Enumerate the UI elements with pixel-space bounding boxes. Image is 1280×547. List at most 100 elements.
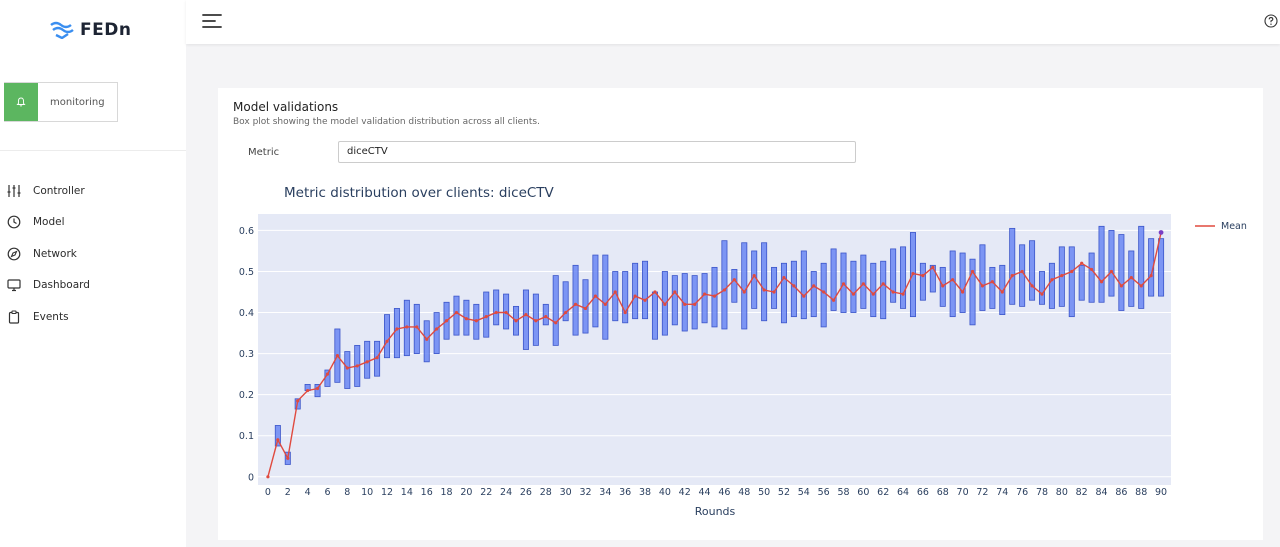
box bbox=[324, 369, 331, 387]
x-tick-label: 60 bbox=[857, 487, 869, 498]
box bbox=[671, 275, 678, 326]
hamburger-icon[interactable] bbox=[202, 12, 222, 30]
help-icon[interactable] bbox=[1264, 14, 1278, 28]
x-tick-label: 88 bbox=[1135, 487, 1147, 498]
sidebar-item-events[interactable]: Events bbox=[7, 301, 90, 333]
mean-point bbox=[504, 310, 508, 315]
mean-point bbox=[951, 278, 955, 282]
mean-point bbox=[514, 319, 518, 323]
mean-point bbox=[812, 284, 816, 288]
mean-point bbox=[693, 302, 697, 306]
sidebar-item-dashboard[interactable]: Dashboard bbox=[7, 270, 90, 302]
box bbox=[790, 260, 797, 318]
mean-point bbox=[1020, 269, 1024, 274]
x-tick-label: 38 bbox=[639, 487, 651, 498]
box bbox=[800, 250, 807, 320]
x-tick-label: 78 bbox=[1036, 487, 1048, 498]
mean-point bbox=[1090, 267, 1094, 272]
x-tick-label: 22 bbox=[480, 487, 492, 498]
mean-point bbox=[544, 315, 548, 319]
x-tick-label: 18 bbox=[441, 487, 453, 498]
bell-icon bbox=[16, 97, 26, 106]
x-tick-label: 28 bbox=[540, 487, 552, 498]
box bbox=[989, 266, 996, 309]
mean-point bbox=[712, 294, 717, 298]
mean-point bbox=[921, 273, 925, 278]
mean-point bbox=[901, 292, 905, 296]
mean-point bbox=[325, 372, 330, 376]
mean-point bbox=[831, 298, 836, 302]
mean-point bbox=[296, 399, 300, 403]
sidebar-item-controller[interactable]: Controller bbox=[7, 175, 90, 207]
card-title: Model validations bbox=[233, 100, 339, 114]
box bbox=[969, 258, 976, 326]
box bbox=[1029, 240, 1036, 301]
x-tick-label: 64 bbox=[897, 487, 909, 498]
sidebar-item-model[interactable]: Model bbox=[7, 207, 90, 239]
metric-select[interactable]: diceCTV bbox=[338, 141, 856, 163]
legend-mean-label: Mean bbox=[1221, 221, 1247, 232]
box bbox=[1038, 271, 1045, 305]
mean-point bbox=[941, 284, 945, 288]
sliders-icon bbox=[7, 184, 21, 197]
mean-point bbox=[266, 475, 270, 479]
monitoring-label: monitoring bbox=[50, 96, 105, 108]
mean-point bbox=[722, 288, 727, 292]
monitoring-button[interactable]: monitoring bbox=[4, 82, 118, 122]
x-tick-label: 48 bbox=[738, 487, 750, 498]
box bbox=[771, 266, 778, 309]
box bbox=[681, 273, 688, 332]
sidebar-item-label: Model bbox=[33, 216, 65, 229]
x-tick-label: 42 bbox=[679, 487, 691, 498]
box bbox=[384, 314, 391, 359]
x-tick-label: 74 bbox=[996, 487, 1008, 498]
box bbox=[741, 242, 748, 330]
x-tick-label: 76 bbox=[1016, 487, 1028, 498]
legend: Mean bbox=[1195, 221, 1247, 232]
box bbox=[761, 242, 768, 322]
x-tick-label: 12 bbox=[381, 487, 393, 498]
mean-point bbox=[683, 302, 687, 306]
mean-point bbox=[732, 278, 736, 282]
mean-point bbox=[395, 327, 399, 331]
x-tick-label: 2 bbox=[285, 487, 291, 498]
compass-icon bbox=[7, 247, 21, 261]
sidebar-item-network[interactable]: Network bbox=[7, 238, 90, 270]
mean-point bbox=[970, 269, 975, 274]
box bbox=[780, 262, 787, 324]
x-tick-label: 16 bbox=[421, 487, 433, 498]
x-tick-label: 90 bbox=[1155, 487, 1167, 498]
mean-point bbox=[663, 302, 667, 306]
x-tick-label: 50 bbox=[758, 487, 770, 498]
box bbox=[1158, 238, 1165, 297]
box bbox=[632, 262, 639, 320]
x-tick-label: 86 bbox=[1115, 487, 1127, 498]
box bbox=[721, 240, 728, 330]
box bbox=[1088, 252, 1095, 303]
x-tick-labels: 0 2 4 6 8 10 12 14 16 18 20 22 24 26 28 30 32 34 36 38 40 42 4… bbox=[265, 487, 1167, 498]
box bbox=[949, 250, 956, 318]
mean-point bbox=[960, 290, 965, 294]
mean-point bbox=[365, 360, 369, 364]
mean-point bbox=[851, 292, 856, 296]
box bbox=[979, 244, 986, 311]
mean-point bbox=[345, 366, 349, 370]
mean-point bbox=[1070, 269, 1074, 274]
y-tick-label: 0.6 bbox=[239, 226, 254, 237]
mean-point bbox=[415, 325, 419, 329]
mean-point bbox=[841, 282, 846, 286]
x-tick-label: 20 bbox=[460, 487, 472, 498]
box bbox=[642, 260, 649, 320]
metric-label: Metric bbox=[248, 147, 280, 158]
y-tick-label: 0.3 bbox=[239, 349, 254, 360]
mean-point bbox=[335, 354, 339, 358]
mean-point bbox=[653, 290, 657, 294]
x-tick-label: 26 bbox=[520, 487, 532, 498]
mean-point bbox=[822, 290, 826, 294]
mean-point bbox=[444, 319, 449, 323]
box bbox=[1108, 230, 1115, 297]
logo[interactable]: FEDn bbox=[50, 20, 131, 40]
mean-point bbox=[276, 438, 280, 442]
mean-point bbox=[375, 356, 379, 360]
box bbox=[1019, 244, 1026, 307]
